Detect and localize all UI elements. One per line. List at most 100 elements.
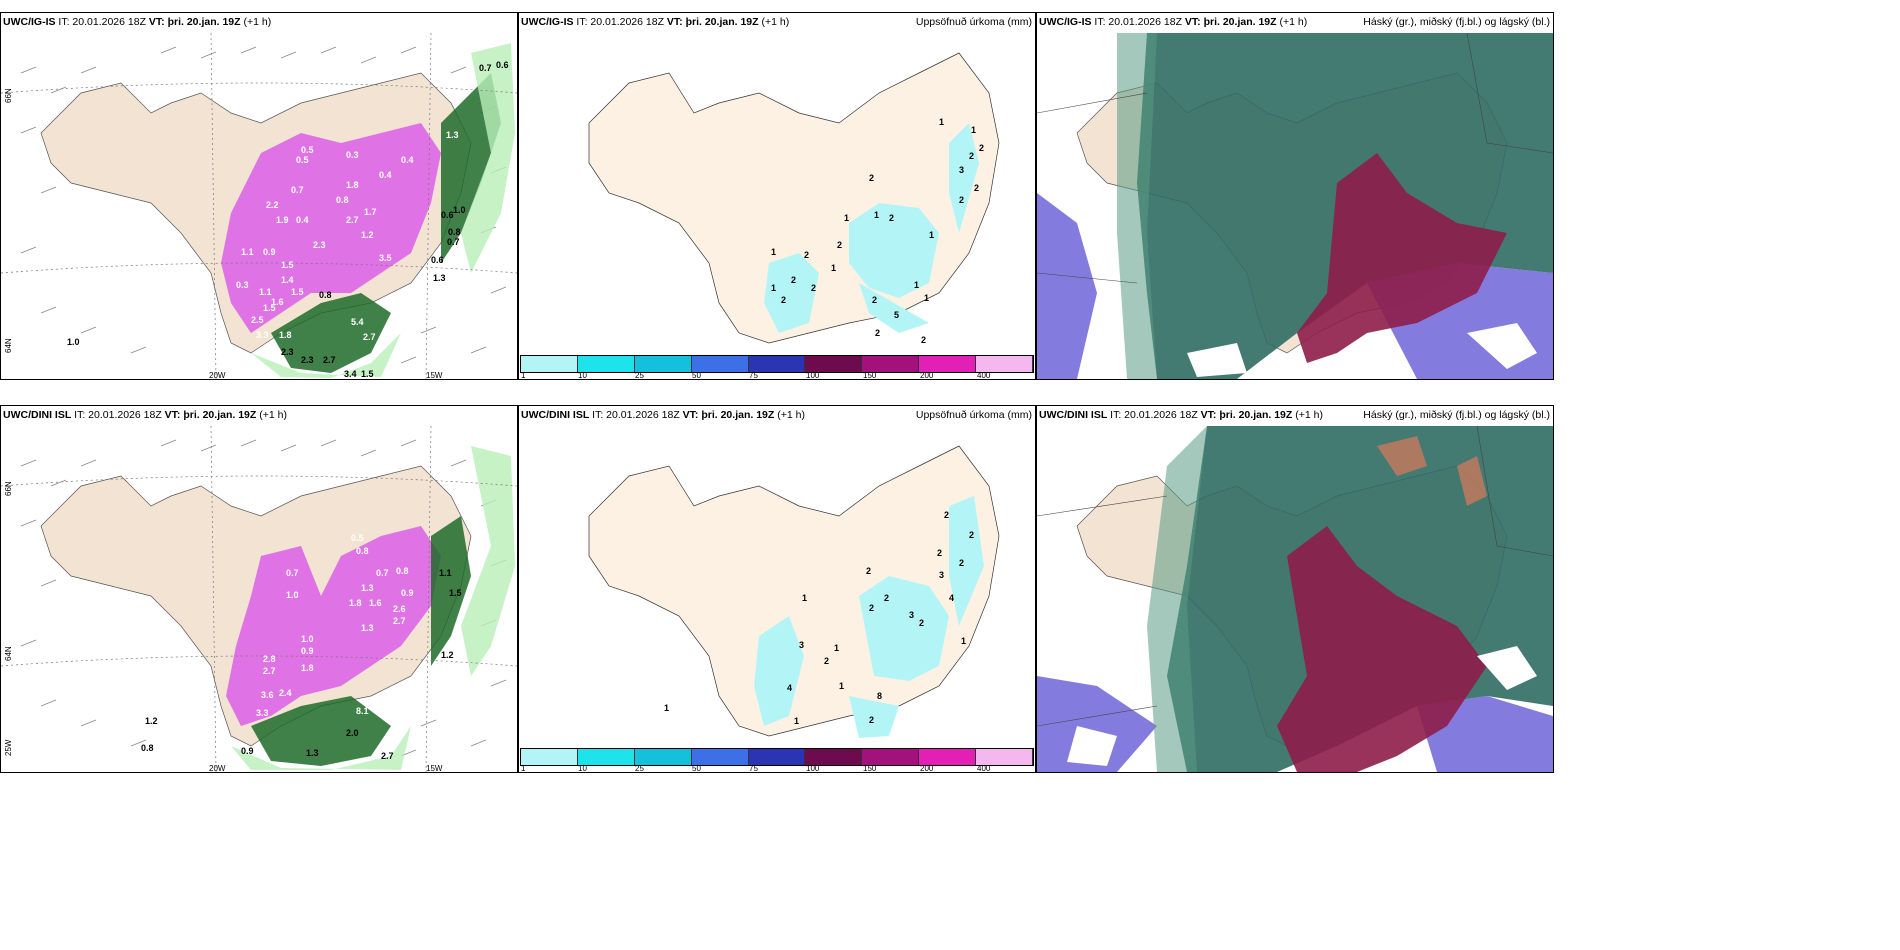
colorbar-swatch <box>805 356 863 372</box>
svg-text:0.6: 0.6 <box>431 255 444 265</box>
colorbar-tick: 100 <box>806 764 820 773</box>
svg-text:1.2: 1.2 <box>145 716 158 726</box>
lon-label-15: 15W <box>426 371 443 380</box>
svg-text:0.9: 0.9 <box>263 247 276 257</box>
svg-text:1.8: 1.8 <box>279 330 292 340</box>
coast-overlay <box>1037 426 1553 727</box>
svg-text:1.0: 1.0 <box>286 590 299 600</box>
svg-text:0.6: 0.6 <box>441 210 454 220</box>
svg-text:1.5: 1.5 <box>281 260 294 270</box>
colorbar-tick: 200 <box>920 764 934 773</box>
svg-text:2.7: 2.7 <box>393 616 406 626</box>
svg-text:2: 2 <box>969 530 974 540</box>
colorbar-swatch <box>748 356 806 372</box>
panel-title: UWC/IG-IS IT: 20.01.2026 18Z VT: þri. 20… <box>1039 16 1307 28</box>
colorbar-tick: 400 <box>977 371 991 380</box>
map-area[interactable]: 0.5 0.8 0.7 1.0 1.3 0.7 0.8 0.9 1.8 1.6 1.0 0.9 … <box>1 426 517 772</box>
svg-text:1: 1 <box>874 210 879 220</box>
svg-text:3.4: 3.4 <box>344 369 357 379</box>
colorbar-swatch <box>691 749 749 765</box>
colorbar-swatch <box>521 356 578 372</box>
model-name: UWC/IG-IS <box>3 16 56 28</box>
svg-text:2: 2 <box>959 195 964 205</box>
svg-text:1: 1 <box>834 643 839 653</box>
svg-text:0.7: 0.7 <box>479 63 492 73</box>
svg-text:1: 1 <box>971 125 976 135</box>
lead-time: (+1 h) <box>777 409 805 421</box>
svg-text:1.1: 1.1 <box>241 247 254 257</box>
mid-cloud-maroon <box>1297 153 1507 363</box>
svg-text:2: 2 <box>889 213 894 223</box>
svg-text:1.7: 1.7 <box>364 207 377 217</box>
wind-precip-map: 0.50.80.7 1.01.30.7 0.80.91.8 1.61.00.9 … <box>1 426 517 772</box>
svg-text:1.3: 1.3 <box>433 273 446 283</box>
svg-text:0.8: 0.8 <box>396 566 409 576</box>
svg-text:2: 2 <box>875 328 880 338</box>
colorbar <box>520 748 1034 766</box>
svg-text:0.5: 0.5 <box>296 155 309 165</box>
panel-accum-precip-row2: UWC/DINI ISL IT: 20.01.2026 18Z VT: þri.… <box>518 405 1036 773</box>
high-cloud-green-edge <box>1117 33 1157 379</box>
accum-light-cyan <box>754 496 984 738</box>
high-cloud-green-edge <box>1147 426 1207 772</box>
colorbar-swatch <box>634 356 692 372</box>
svg-text:1: 1 <box>924 293 929 303</box>
colorbar <box>520 355 1034 373</box>
precip-title: Uppsöfnuð úrkoma (mm) <box>915 409 1032 421</box>
svg-text:2: 2 <box>824 656 829 666</box>
panel-accum-precip-row1: UWC/IG-IS IT: 20.01.2026 18Z VT: þri. 20… <box>518 12 1036 380</box>
colorbar-swatch <box>862 356 920 372</box>
svg-text:2.7: 2.7 <box>323 355 336 365</box>
valid-time: þri. 20.jan. 19Z <box>1219 409 1293 421</box>
colorbar-ticks: 1 10 25 50 75 100 150 200 400 <box>520 764 1034 774</box>
precip-title: Uppsöfnuð úrkoma (mm) <box>915 16 1032 28</box>
svg-text:2.4: 2.4 <box>279 688 292 698</box>
map-area[interactable]: 0.7 0.6 0.5 0.5 0.3 0.4 0.4 1.3 0.8 0.7 2.2 1.9… <box>1 33 517 379</box>
map-area[interactable] <box>1037 426 1553 772</box>
lat-label-64: 64N <box>4 646 13 661</box>
model-name: UWC/IG-IS <box>1039 16 1092 28</box>
rain-area-light <box>231 446 515 770</box>
svg-text:1.8: 1.8 <box>346 180 359 190</box>
init-time: IT: 20.01.2026 18Z <box>74 409 162 421</box>
svg-text:4: 4 <box>949 593 954 603</box>
svg-text:2.7: 2.7 <box>346 215 359 225</box>
map-area[interactable] <box>1037 33 1553 379</box>
svg-text:1: 1 <box>794 716 799 726</box>
svg-text:0.8: 0.8 <box>141 743 154 753</box>
colorbar-tick: 1 <box>521 764 526 773</box>
svg-text:2: 2 <box>919 618 924 628</box>
svg-text:2: 2 <box>974 183 979 193</box>
valid-time-label: VT: <box>666 16 683 28</box>
svg-text:1.3: 1.3 <box>306 748 319 758</box>
colorbar-tick: 75 <box>749 764 758 773</box>
svg-text:3.3: 3.3 <box>256 708 269 718</box>
svg-text:3: 3 <box>909 610 914 620</box>
panel-title: UWC/DINI ISL IT: 20.01.2026 18Z VT: þri.… <box>1039 409 1323 421</box>
svg-text:1.5: 1.5 <box>291 287 304 297</box>
colorbar-tick: 100 <box>806 371 820 380</box>
svg-text:0.5: 0.5 <box>351 533 364 543</box>
svg-text:1: 1 <box>664 703 669 713</box>
valid-time: þri. 20.jan. 19Z <box>1203 16 1277 28</box>
svg-text:2: 2 <box>884 593 889 603</box>
svg-text:2: 2 <box>791 275 796 285</box>
svg-text:0.9: 0.9 <box>241 746 254 756</box>
precip-rate-labels: 0.50.80.7 1.01.30.7 0.80.91.8 1.61.00.9 … <box>141 533 462 761</box>
svg-text:0.7: 0.7 <box>286 568 299 578</box>
svg-text:5.4: 5.4 <box>351 317 364 327</box>
colorbar-swatch <box>577 749 635 765</box>
svg-text:2: 2 <box>781 295 786 305</box>
svg-text:0.9: 0.9 <box>401 588 414 598</box>
svg-text:0.5: 0.5 <box>301 145 314 155</box>
lead-time: (+1 h) <box>243 16 272 28</box>
svg-text:2: 2 <box>869 173 874 183</box>
svg-text:0.8: 0.8 <box>336 195 349 205</box>
svg-text:2.5: 2.5 <box>251 315 264 325</box>
init-time: IT: 20.01.2026 18Z <box>1110 409 1198 421</box>
colorbar-tick: 150 <box>863 764 877 773</box>
